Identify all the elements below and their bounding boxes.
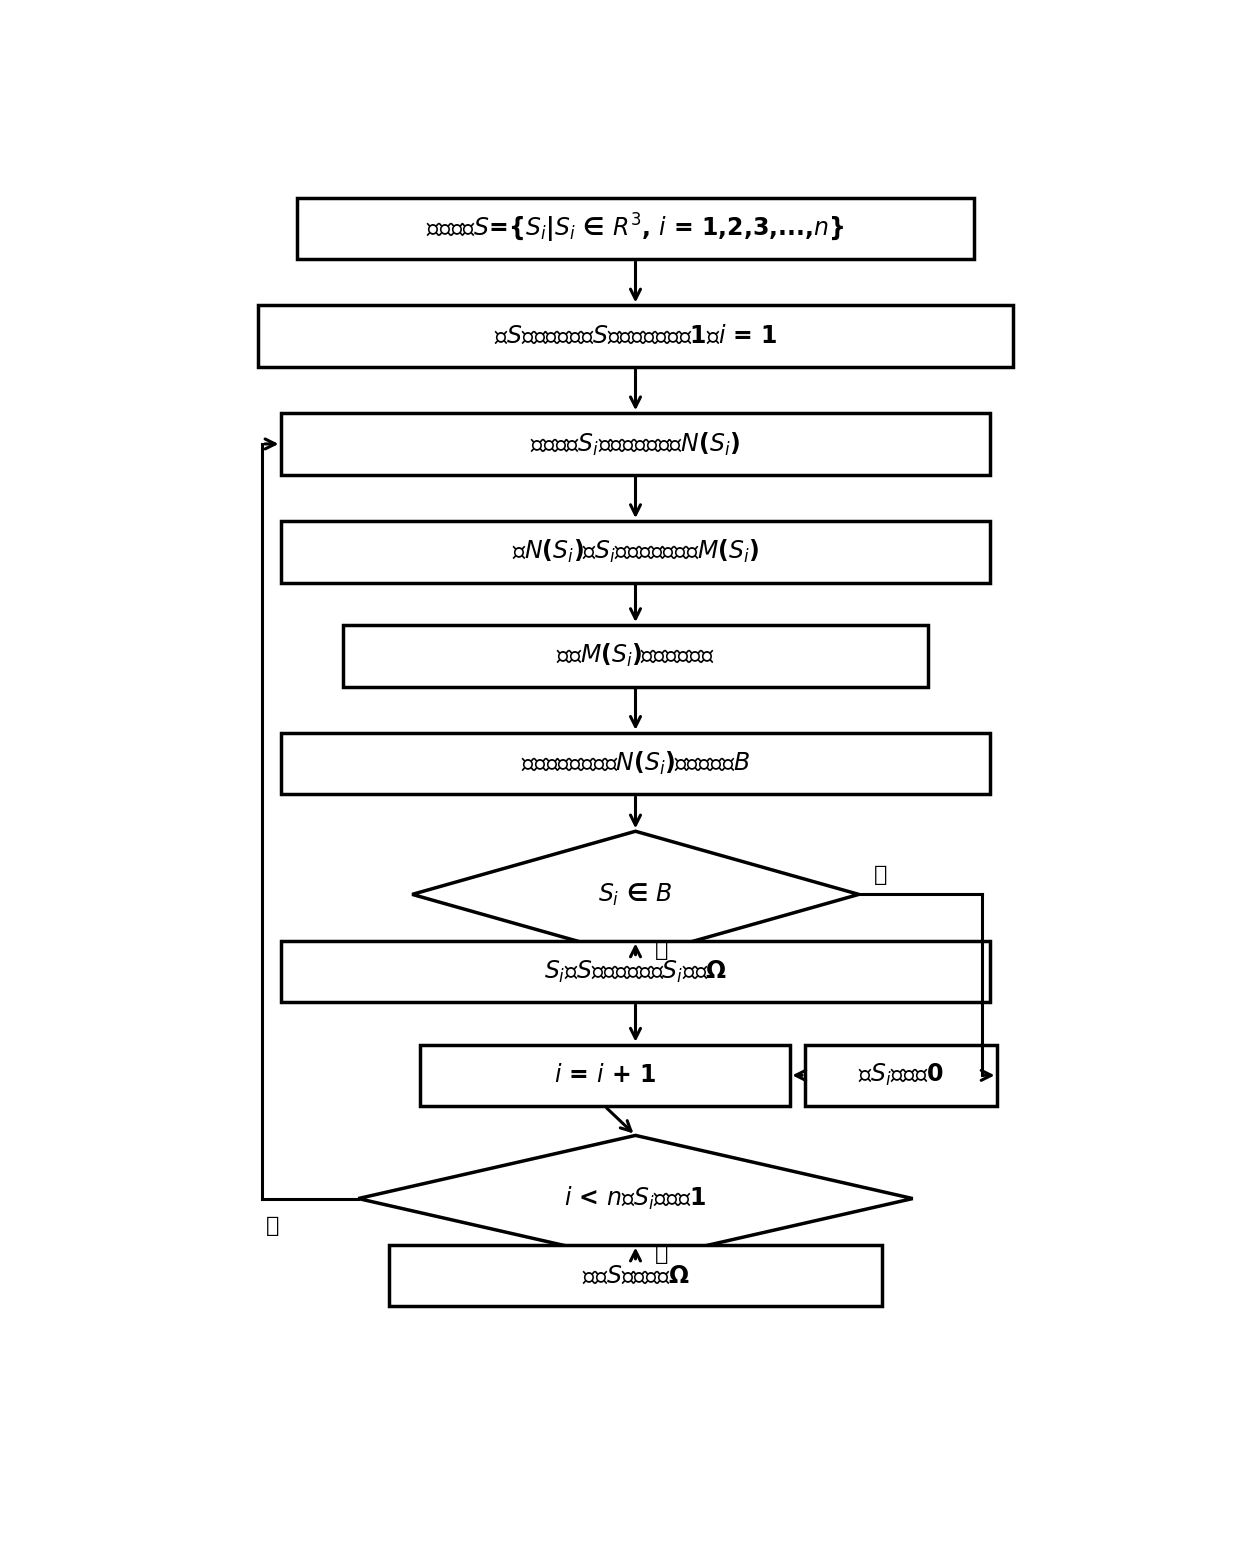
- Text: 根据投影关系获取$N$($S_i$)的边界点集$B$: 根据投影关系获取$N$($S_i$)的边界点集$B$: [521, 750, 750, 777]
- Text: $i$ < $n$且$S_i$标记为1: $i$ < $n$且$S_i$标记为1: [564, 1184, 707, 1212]
- Text: 是: 是: [265, 1215, 279, 1235]
- Bar: [258, 305, 1013, 367]
- Text: $S_i$为$S$的边界点，将$S_i$存入Ω: $S_i$为$S$的边界点，将$S_i$存入Ω: [544, 958, 727, 984]
- Text: 获取样点$S_i$的局部邻域点集$N$($S_i$): 获取样点$S_i$的局部邻域点集$N$($S_i$): [531, 431, 740, 457]
- Bar: [389, 1245, 882, 1307]
- Bar: [343, 625, 928, 687]
- Text: 输出$S$边界点集Ω: 输出$S$边界点集Ω: [582, 1263, 689, 1288]
- Text: 是: 是: [655, 939, 668, 959]
- Bar: [281, 733, 990, 794]
- Text: $i$ = $i$ + 1: $i$ = $i$ + 1: [553, 1063, 656, 1088]
- Text: 将$S_i$标记为0: 将$S_i$标记为0: [858, 1062, 944, 1088]
- Text: 对$S$法向估计并将$S$内所有点标记为1，$i$ = 1: 对$S$法向估计并将$S$内所有点标记为1，$i$ = 1: [494, 324, 777, 349]
- Polygon shape: [358, 1136, 913, 1262]
- Bar: [805, 1045, 997, 1107]
- Text: 将$N$($S_i$)沿$S_i$法向投影至平面$M$($S_i$): 将$N$($S_i$)沿$S_i$法向投影至平面$M$($S_i$): [512, 538, 759, 566]
- Text: $S_i$ ∈ $B$: $S_i$ ∈ $B$: [598, 882, 673, 907]
- Polygon shape: [412, 831, 859, 958]
- Bar: [296, 197, 975, 259]
- Bar: [281, 521, 990, 583]
- Text: 采样点集$S$={$S_i$|$S_i$ ∈ $R^3$, $i$ = 1,2,3,...,$n$}: 采样点集$S$={$S_i$|$S_i$ ∈ $R^3$, $i$ = 1,2,…: [427, 212, 844, 245]
- Text: 提取$M$($S_i$)的凸点及凹点: 提取$M$($S_i$)的凸点及凹点: [557, 642, 714, 670]
- Bar: [281, 414, 990, 474]
- Text: 否: 否: [655, 1245, 668, 1263]
- Bar: [420, 1045, 790, 1107]
- Text: 否: 否: [874, 865, 888, 885]
- Bar: [281, 941, 990, 1003]
